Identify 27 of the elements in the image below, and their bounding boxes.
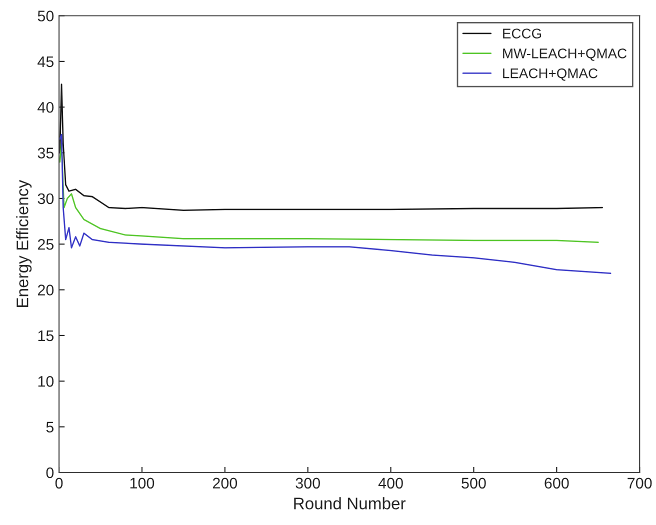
x-tick-label: 400 [378,478,403,489]
y-tick-label: 0 [46,467,54,478]
y-tick-label: 45 [38,56,54,68]
y-axis-title: Energy Efficiency [16,180,32,307]
line-series [59,84,603,212]
y-tick-label: 40 [38,102,54,113]
y-tick-label: 5 [46,422,54,433]
x-tick-label: 600 [544,478,569,489]
x-tick-label: 0 [55,478,63,489]
line-series [59,134,612,274]
y-tick-label: 30 [38,193,54,204]
line-series [59,142,599,243]
y-tick-label: 20 [38,284,54,296]
y-tick-label: 50 [38,10,54,22]
x-tick-label: 200 [212,478,238,489]
legend-label: ECCG [503,28,542,38]
y-tick-label: 25 [38,238,54,250]
x-tick-label: 500 [462,478,486,489]
legend-label: LEACH+QMAC [503,68,598,81]
x-tick-label: 300 [296,478,320,489]
legend-label: MW-LEACH+QMAC [503,48,627,61]
x-axis-title: Round Number [294,497,406,510]
x-tick-label: 100 [130,478,154,489]
x-tick-label: 700 [628,478,652,489]
y-tick-label: 15 [38,330,54,342]
y-tick-label: 35 [38,148,54,158]
y-tick-label: 10 [38,376,54,387]
